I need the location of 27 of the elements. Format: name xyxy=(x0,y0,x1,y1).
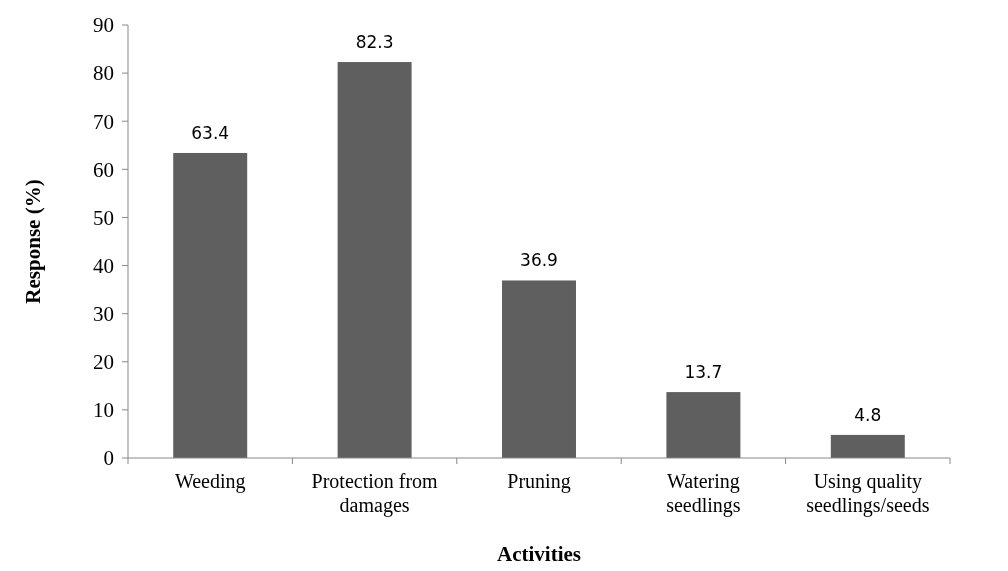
y-tick-label: 70 xyxy=(93,109,114,134)
x-axis-title: Activities xyxy=(497,542,581,566)
x-tick-label: Watering seedlings xyxy=(666,470,741,517)
y-tick-label: 80 xyxy=(93,61,114,86)
data-label: 13.7 xyxy=(684,362,723,383)
data-label: 63.4 xyxy=(191,122,230,143)
data-label: 36.9 xyxy=(520,250,558,271)
y-tick-label: 20 xyxy=(93,350,114,375)
bar xyxy=(830,434,905,458)
x-tick-label: Weeding xyxy=(174,470,246,493)
data-label: 4.8 xyxy=(854,404,882,425)
bar xyxy=(502,280,576,458)
y-axis-title: Response (%) xyxy=(21,179,45,304)
x-tick-label: Using quality seedlings/seeds xyxy=(806,470,930,517)
bar xyxy=(666,392,741,458)
data-label: 82.3 xyxy=(355,32,394,53)
y-tick-label: 30 xyxy=(93,302,114,327)
y-tick-label: 60 xyxy=(93,157,114,182)
y-tick-label: 0 xyxy=(103,446,114,471)
y-tick-label: 50 xyxy=(93,205,114,230)
bar xyxy=(337,62,412,458)
x-tick-label: Protection from damages xyxy=(311,470,439,517)
y-tick-label: 10 xyxy=(93,398,114,423)
y-tick-label: 90 xyxy=(93,13,114,38)
bar xyxy=(173,152,248,458)
x-tick-label: Pruning xyxy=(507,470,571,493)
y-tick-label: 40 xyxy=(93,253,114,278)
